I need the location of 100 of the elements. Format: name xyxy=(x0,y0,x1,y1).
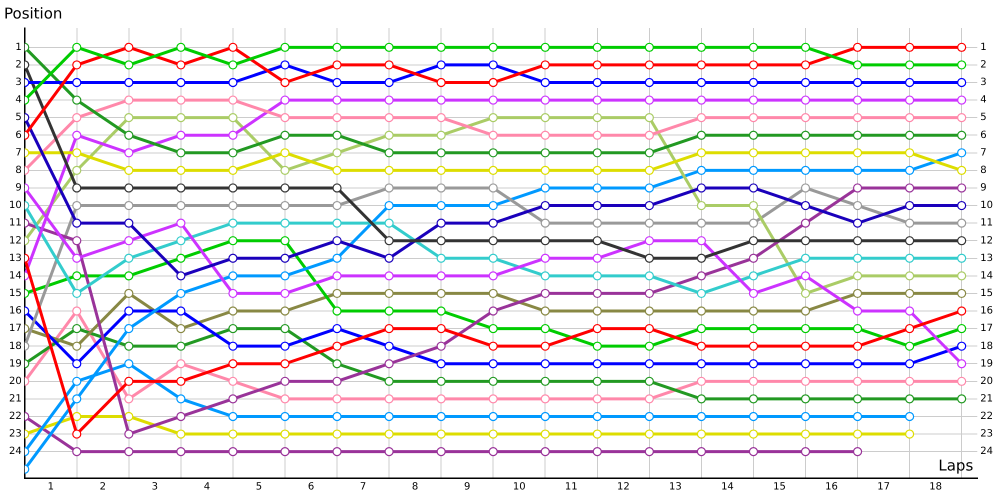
point xyxy=(748,166,758,175)
point xyxy=(540,42,550,52)
point xyxy=(696,130,706,140)
point xyxy=(644,148,654,158)
point xyxy=(592,130,602,140)
y2-tick-label: 14 xyxy=(980,270,994,282)
point xyxy=(696,412,706,422)
point xyxy=(488,447,498,456)
point xyxy=(696,166,706,175)
point xyxy=(644,447,654,456)
point xyxy=(384,359,394,368)
point xyxy=(852,236,862,246)
point xyxy=(488,183,498,193)
point xyxy=(72,113,82,122)
point xyxy=(332,376,342,386)
point xyxy=(800,447,810,456)
y-tick-label: 17 xyxy=(8,323,22,334)
point xyxy=(852,306,862,316)
point xyxy=(957,236,966,246)
y2-tick-label: 7 xyxy=(980,147,987,158)
point xyxy=(644,113,654,122)
point xyxy=(228,148,238,158)
point xyxy=(748,359,758,368)
point xyxy=(800,288,810,298)
point xyxy=(488,394,498,404)
y2-tick-label: 12 xyxy=(980,235,994,246)
point xyxy=(72,60,82,70)
point xyxy=(384,342,394,351)
point xyxy=(332,342,342,351)
point xyxy=(800,183,810,193)
point xyxy=(800,200,810,210)
point xyxy=(332,183,342,193)
point xyxy=(540,288,550,298)
point xyxy=(592,200,602,210)
point xyxy=(592,95,602,105)
point xyxy=(852,359,862,368)
point xyxy=(540,342,550,351)
point xyxy=(72,324,82,334)
point xyxy=(957,60,966,70)
point xyxy=(592,359,602,368)
x-tick-label: 13 xyxy=(669,482,682,493)
point xyxy=(280,183,290,193)
point xyxy=(644,324,654,334)
point xyxy=(228,200,238,210)
point xyxy=(228,60,238,70)
point xyxy=(800,60,810,70)
point xyxy=(644,254,654,263)
point xyxy=(800,359,810,368)
point xyxy=(124,412,134,422)
y-tick-label: 12 xyxy=(8,235,22,246)
point xyxy=(540,95,550,105)
point xyxy=(124,166,134,175)
point xyxy=(748,42,758,52)
x-tick-label: 18 xyxy=(929,482,942,493)
point xyxy=(540,78,550,88)
point xyxy=(332,306,342,316)
point xyxy=(228,166,238,175)
point xyxy=(280,200,290,210)
point xyxy=(644,342,654,351)
point xyxy=(696,376,706,386)
point xyxy=(852,78,862,88)
point xyxy=(228,218,238,228)
point xyxy=(124,113,134,122)
point xyxy=(644,130,654,140)
point xyxy=(488,254,498,263)
point xyxy=(852,113,862,122)
point xyxy=(488,429,498,439)
point xyxy=(540,359,550,368)
point xyxy=(280,429,290,439)
point xyxy=(384,271,394,280)
y-tick-label: 21 xyxy=(8,393,22,404)
point xyxy=(957,166,966,175)
point xyxy=(957,376,966,386)
point xyxy=(748,95,758,105)
point xyxy=(436,166,446,175)
point xyxy=(748,271,758,280)
point xyxy=(644,218,654,228)
point xyxy=(748,236,758,246)
y2-tick-label: 13 xyxy=(980,252,994,264)
y-tick-label: 8 xyxy=(15,164,22,176)
point xyxy=(124,447,134,456)
point xyxy=(72,254,82,263)
point xyxy=(905,288,914,298)
point xyxy=(540,60,550,70)
point xyxy=(852,254,862,263)
point xyxy=(176,113,186,122)
point xyxy=(228,183,238,193)
point xyxy=(176,288,186,298)
point xyxy=(332,60,342,70)
point xyxy=(748,394,758,404)
point xyxy=(957,254,966,263)
point xyxy=(852,324,862,334)
point xyxy=(280,394,290,404)
x-tick-label: 17 xyxy=(877,482,890,493)
point xyxy=(332,254,342,263)
x-tick-label: 10 xyxy=(512,482,526,493)
x-tick-label: 2 xyxy=(100,482,106,493)
point xyxy=(436,78,446,88)
point xyxy=(592,42,602,52)
point xyxy=(332,95,342,105)
